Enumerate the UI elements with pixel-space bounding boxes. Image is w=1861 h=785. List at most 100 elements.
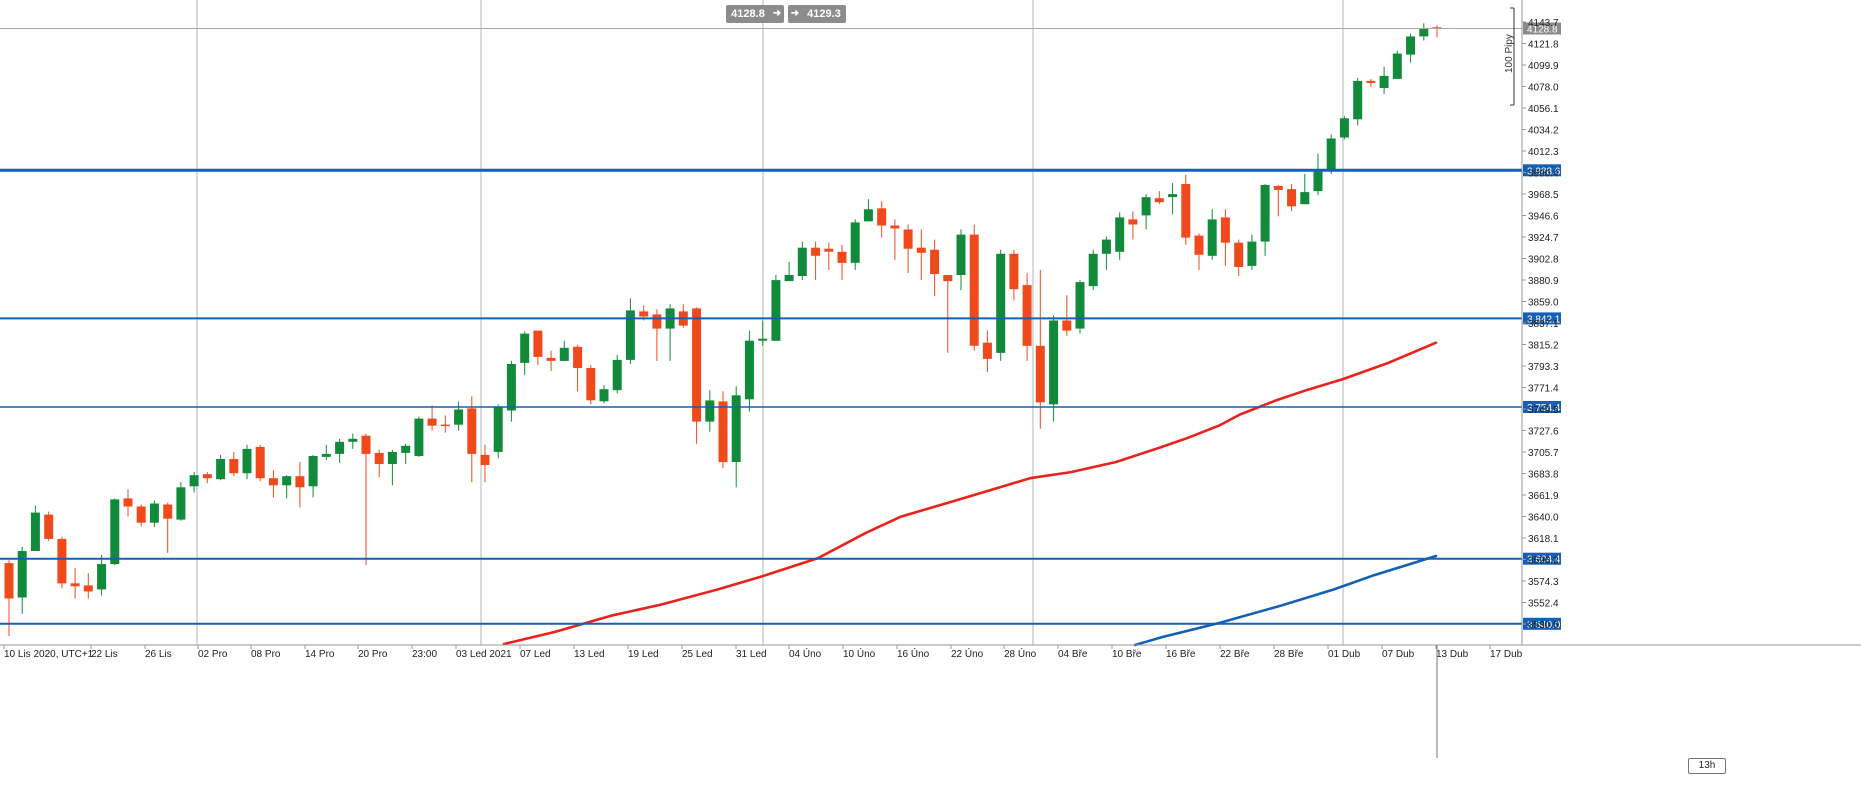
candle[interactable] — [282, 475, 292, 499]
candle[interactable] — [17, 546, 27, 614]
candle[interactable] — [744, 330, 754, 412]
candle[interactable] — [1088, 249, 1098, 291]
candle[interactable] — [1300, 173, 1310, 205]
candle[interactable] — [1234, 239, 1244, 276]
candle[interactable] — [123, 489, 133, 517]
candle[interactable] — [599, 385, 609, 404]
candle[interactable] — [731, 386, 741, 488]
candle[interactable] — [374, 449, 384, 478]
candle[interactable] — [414, 416, 424, 458]
candle[interactable] — [268, 470, 278, 498]
candle[interactable] — [1115, 212, 1125, 260]
candle[interactable] — [573, 344, 583, 392]
candle[interactable] — [837, 244, 847, 281]
candle[interactable] — [678, 304, 688, 328]
candle[interactable] — [1181, 174, 1191, 245]
candle[interactable] — [586, 365, 596, 405]
candle[interactable] — [1168, 183, 1178, 215]
candle[interactable] — [692, 307, 702, 444]
candle[interactable] — [97, 555, 107, 596]
candle[interactable] — [718, 391, 728, 469]
candle[interactable] — [1379, 66, 1389, 94]
candle[interactable] — [1313, 153, 1323, 196]
candle[interactable] — [665, 304, 675, 361]
candle[interactable] — [1194, 233, 1204, 270]
candle[interactable] — [811, 241, 821, 281]
candle[interactable] — [30, 505, 40, 552]
candle[interactable] — [57, 536, 67, 589]
candle[interactable] — [216, 454, 226, 481]
candle[interactable] — [1339, 116, 1349, 140]
candle[interactable] — [506, 360, 516, 422]
candle[interactable] — [546, 350, 556, 371]
candle[interactable] — [903, 224, 913, 274]
candle[interactable] — [969, 224, 979, 351]
candle[interactable] — [771, 275, 781, 341]
buy-button[interactable]: ➜ 4129.3 — [788, 5, 846, 23]
candle[interactable] — [930, 239, 940, 297]
candle[interactable] — [44, 511, 54, 541]
candle[interactable] — [480, 444, 490, 483]
candle[interactable] — [797, 241, 807, 281]
candle[interactable] — [890, 219, 900, 260]
candle[interactable] — [612, 354, 622, 394]
candle[interactable] — [401, 443, 411, 464]
candle[interactable] — [454, 401, 464, 431]
candle[interactable] — [361, 433, 371, 566]
candle[interactable] — [850, 219, 860, 270]
candle[interactable] — [1049, 315, 1059, 422]
candle[interactable] — [110, 498, 120, 566]
candle[interactable] — [559, 340, 569, 361]
candle[interactable] — [705, 390, 715, 432]
candle[interactable] — [1273, 185, 1283, 217]
candle[interactable] — [255, 444, 265, 482]
candle[interactable] — [1128, 211, 1138, 240]
candle[interactable] — [1154, 191, 1164, 205]
candle[interactable] — [520, 331, 530, 376]
candle[interactable] — [996, 249, 1006, 361]
candle[interactable] — [163, 502, 173, 554]
candle[interactable] — [1009, 249, 1019, 301]
candle[interactable] — [242, 444, 252, 480]
level-layer[interactable]: 3 988.6 3 842.1 3 754.4 3 604.4 3 540.0 4128.… — [0, 22, 1561, 631]
candle[interactable] — [1287, 184, 1297, 212]
sell-button[interactable]: 4128.8 ➜ — [726, 5, 784, 23]
candle[interactable] — [956, 229, 966, 291]
candle[interactable] — [1432, 25, 1442, 38]
candle[interactable] — [1141, 194, 1151, 230]
timeframe-selector[interactable]: 13h — [1688, 758, 1726, 774]
candle[interactable] — [1062, 295, 1072, 336]
candle[interactable] — [1419, 23, 1429, 41]
candle[interactable] — [863, 199, 873, 222]
candle[interactable] — [1220, 209, 1230, 266]
candle[interactable] — [467, 396, 477, 483]
candle[interactable] — [1366, 78, 1376, 87]
candle[interactable] — [1260, 184, 1270, 256]
candle[interactable] — [943, 275, 953, 353]
candle[interactable] — [758, 320, 768, 346]
candle[interactable] — [1207, 209, 1217, 260]
candle[interactable] — [308, 454, 318, 498]
candle[interactable] — [982, 330, 992, 373]
candle[interactable] — [1035, 269, 1045, 429]
candle[interactable] — [136, 504, 146, 527]
candle[interactable] — [1353, 77, 1363, 126]
candle[interactable] — [533, 330, 543, 365]
candle[interactable] — [176, 482, 186, 521]
candle[interactable] — [1392, 50, 1402, 79]
candle[interactable] — [202, 472, 212, 484]
candle[interactable] — [295, 462, 305, 508]
candle[interactable] — [1075, 280, 1085, 334]
candle[interactable] — [916, 229, 926, 281]
candle[interactable] — [348, 433, 358, 449]
candle[interactable] — [149, 500, 159, 527]
candle[interactable] — [189, 472, 199, 493]
candle[interactable] — [652, 309, 662, 361]
candle[interactable] — [427, 405, 437, 431]
candle[interactable] — [784, 261, 794, 282]
candle[interactable] — [83, 573, 93, 599]
candle[interactable] — [493, 404, 503, 458]
candle[interactable] — [229, 451, 239, 477]
